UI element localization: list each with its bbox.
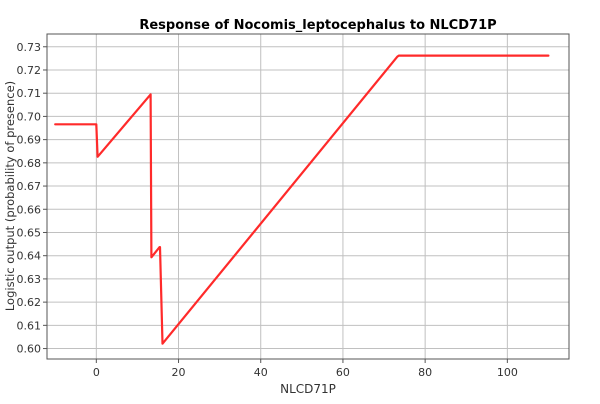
x-tick-label: 100 [497,366,518,379]
y-tick-label: 0.60 [17,343,42,356]
x-tick-label: 0 [93,366,100,379]
x-tick-label: 80 [418,366,432,379]
y-tick-label: 0.72 [17,64,42,77]
y-tick-label: 0.65 [17,226,42,239]
y-axis-label: Logistic output (probability of presence… [3,81,17,311]
series-layer [54,54,550,345]
y-tick-label: 0.66 [17,203,42,216]
y-tick-label: 0.67 [17,180,42,193]
x-tick-label: 60 [336,366,350,379]
chart-title: Response of Nocomis_leptocephalus to NLC… [139,18,496,33]
series-line-0 [54,54,550,345]
grid-lines [47,34,569,359]
plot-area [46,33,570,360]
y-tick-label: 0.69 [17,134,42,147]
x-tick-label: 40 [254,366,268,379]
y-tick-label: 0.70 [17,110,42,123]
axis-ticks: 0 20 40 60 80 100 0.60 0.61 0.62 0.63 0.64 0.65 0.66… [17,41,518,379]
y-tick-label: 0.64 [17,250,42,263]
y-tick-label: 0.62 [17,296,42,309]
y-tick-label: 0.63 [17,273,42,286]
x-tick-label: 20 [172,366,186,379]
y-tick-label: 0.61 [17,319,42,332]
y-tick-label: 0.68 [17,157,42,170]
y-tick-label: 0.71 [17,87,42,100]
y-tick-label: 0.73 [17,41,42,54]
x-axis-label: NLCD71P [280,382,336,396]
